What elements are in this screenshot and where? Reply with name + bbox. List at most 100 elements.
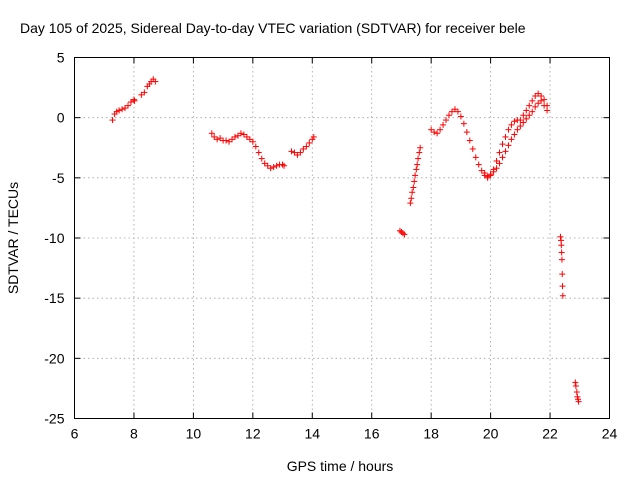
x-tick-label: 14 <box>304 426 320 442</box>
data-point <box>520 119 527 126</box>
y-ticks: 5 0 -5 -10 -15 -20 -25 <box>44 50 610 427</box>
data-point <box>511 131 518 138</box>
data-point <box>125 102 131 109</box>
y-tick-label: 5 <box>57 50 65 66</box>
data-point <box>557 233 564 240</box>
data-point <box>541 102 548 109</box>
data-point <box>538 97 545 104</box>
y-tick-label: -25 <box>44 411 64 427</box>
series-seg9 <box>572 379 582 405</box>
data-point <box>414 161 421 168</box>
data-point <box>457 113 464 120</box>
x-tick-label: 8 <box>130 426 138 442</box>
data-point <box>252 143 259 150</box>
series-seg6 <box>428 90 551 181</box>
data-point <box>437 126 444 133</box>
data-point <box>401 231 408 238</box>
x-tick-label: 22 <box>542 426 558 442</box>
data-point <box>214 136 221 143</box>
data-point <box>407 200 414 207</box>
data-point <box>573 389 580 396</box>
data-point <box>141 89 148 96</box>
data-point <box>523 107 530 114</box>
data-point <box>508 136 515 143</box>
data-point <box>281 162 288 169</box>
data-point <box>288 148 295 155</box>
data-point <box>558 249 565 256</box>
data-point <box>413 166 420 173</box>
data-point <box>297 149 304 156</box>
data-point <box>410 184 417 191</box>
y-tick-label: -15 <box>44 290 64 306</box>
data-point <box>502 133 509 140</box>
data-point <box>273 162 280 169</box>
series-seg4 <box>396 227 408 238</box>
data-point <box>523 115 530 122</box>
data-point <box>152 78 159 85</box>
data-point <box>481 170 488 177</box>
data-point <box>440 121 447 128</box>
data-point <box>466 137 473 144</box>
data-point <box>529 97 536 104</box>
data-point <box>255 149 262 156</box>
data-point <box>520 112 527 119</box>
data-point <box>237 130 244 137</box>
data-point <box>514 126 521 133</box>
series-seg3 <box>288 133 317 158</box>
data-point <box>559 271 566 278</box>
x-tick-label: 12 <box>245 426 261 442</box>
data-point <box>454 108 461 115</box>
data-point <box>575 398 582 405</box>
y-grid <box>74 117 610 359</box>
data-point <box>208 130 215 137</box>
data-point <box>463 129 470 136</box>
chart-title: Day 105 of 2025, Sidereal Day-to-day VTE… <box>20 20 526 36</box>
data-point <box>559 283 566 290</box>
data-point <box>434 130 441 137</box>
x-axis-label: GPS time / hours <box>287 458 394 474</box>
data-point <box>446 112 452 119</box>
y-tick-label: -10 <box>44 230 64 246</box>
data-point <box>532 103 539 110</box>
data-point <box>412 172 419 179</box>
data-point <box>541 96 548 103</box>
data-point <box>443 117 450 124</box>
data-point <box>415 155 422 162</box>
x-tick-label: 16 <box>364 426 380 442</box>
data-point <box>469 145 476 152</box>
data-point <box>559 292 566 299</box>
data-point <box>572 379 579 386</box>
data-point <box>460 120 467 127</box>
series-seg5 <box>407 144 424 207</box>
data-point <box>223 137 230 144</box>
data-point <box>493 165 500 172</box>
data-point <box>408 195 415 202</box>
series-seg1 <box>109 76 159 124</box>
data-point <box>409 189 416 196</box>
y-tick-label: -20 <box>44 350 64 366</box>
data-point <box>399 230 406 237</box>
y-tick-label: -5 <box>52 170 65 186</box>
data-point <box>417 144 424 151</box>
data-point <box>279 161 286 168</box>
data-point <box>529 108 536 115</box>
data-point <box>499 154 506 161</box>
data-point <box>303 143 310 150</box>
data-point <box>306 139 313 146</box>
data-point <box>496 160 503 167</box>
data-point <box>131 97 138 104</box>
data-point <box>572 383 579 390</box>
x-tick-label: 24 <box>602 426 618 442</box>
data-point <box>496 149 503 156</box>
x-tick-label: 20 <box>483 426 499 442</box>
data-point <box>310 133 317 140</box>
data-point <box>511 118 518 125</box>
data-point <box>499 141 506 148</box>
x-ticks: 6 8 10 12 14 16 18 20 22 24 <box>71 57 618 442</box>
plot-frame <box>74 57 610 419</box>
data-point <box>472 154 479 161</box>
y-tick-label: 0 <box>57 110 65 126</box>
data-point <box>119 106 126 113</box>
data-point <box>558 242 565 249</box>
